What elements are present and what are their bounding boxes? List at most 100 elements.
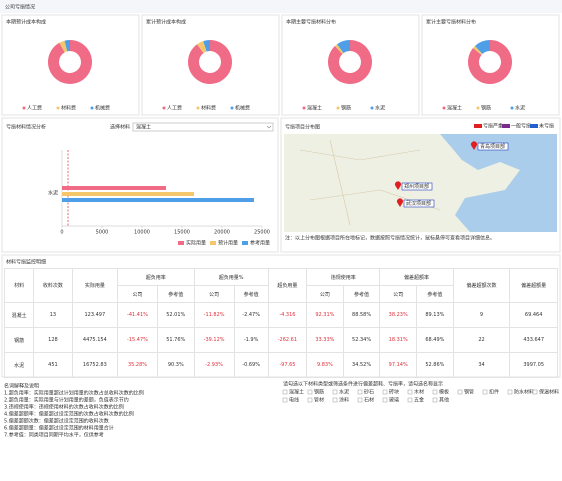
- checkbox-label: 保温材料: [539, 389, 559, 396]
- table-cell: -15.47%: [117, 327, 158, 353]
- map-legend-swatch: [502, 124, 510, 128]
- legend-swatch: [370, 106, 374, 110]
- table-cell: 水泥: [3, 352, 35, 378]
- filter-title: 请勾选以下材料类型或筛选条件进行偏差超耗、亏损率，请勾选名称显示: [283, 381, 443, 388]
- analysis-title: 亏损材料情况分析: [6, 124, 46, 131]
- analysis-panel: [1, 117, 279, 253]
- bar: [62, 186, 166, 190]
- checkbox-label: 电线: [289, 397, 299, 404]
- note-line: 2.超负用量：实际用量与计划用量的差额，负值表示节约: [4, 397, 129, 404]
- checkbox-label: 混凝土: [289, 389, 304, 396]
- table-cell: 9.83%: [306, 352, 344, 378]
- legend-swatch: [442, 106, 446, 110]
- table-cell: 13: [33, 302, 73, 328]
- table-cell: 38.23%: [379, 302, 418, 328]
- column-group: 偏差超额率: [379, 268, 454, 286]
- checkbox[interactable]: [282, 389, 288, 395]
- map-legend-swatch: [474, 124, 482, 128]
- notes-title: 名词解释及说明: [4, 383, 39, 390]
- checkbox[interactable]: [482, 389, 488, 395]
- x-tick-label: 25000: [254, 230, 270, 236]
- panel: [421, 14, 560, 116]
- checkbox-label: 钢管: [464, 389, 474, 396]
- table-cell: 69.464: [509, 302, 558, 328]
- table-cell: 52.01%: [156, 302, 195, 328]
- table-cell: 128: [33, 327, 73, 353]
- table-row: 混凝土 13 123.497 -41.41% 52.01% -11.82% -2.47% -4…: [3, 302, 558, 328]
- table-cell: -262.61: [267, 327, 308, 353]
- marker-label-box: [403, 199, 435, 208]
- checkbox[interactable]: [357, 397, 363, 403]
- donut-slice: [468, 40, 513, 84]
- column-sub: 参考值: [342, 285, 381, 303]
- checkbox-label: 石材: [364, 397, 374, 404]
- column-sub: 公司: [117, 285, 158, 303]
- column-sub: 公司: [306, 285, 344, 303]
- checkbox-label: 砖块: [389, 389, 399, 396]
- checkbox-label: 涂料: [339, 397, 349, 404]
- map-legend-label: 未亏损: [539, 123, 554, 130]
- checkbox[interactable]: [432, 389, 438, 395]
- legend-swatch: [476, 106, 480, 110]
- map-legend-swatch: [530, 124, 538, 128]
- table-cell: 52.34%: [342, 327, 381, 353]
- header-row: 材料 收料次数 实际用量 超负用率 超负用量% 超负用量 违规使用率 偏差超额率 偏差超额次数偏…: [3, 268, 558, 303]
- checkbox[interactable]: [382, 389, 388, 395]
- x-tick-label: 15000: [174, 230, 190, 236]
- column-sub: 参考值: [156, 285, 195, 303]
- checkbox[interactable]: [382, 397, 388, 403]
- table-cell: -0.69%: [233, 352, 269, 378]
- column-header: 超负用量: [267, 268, 308, 303]
- legend-label: 水泥: [375, 105, 385, 112]
- table-cell: 4475.154: [71, 327, 119, 353]
- panel-title: 累计预计成本构成: [146, 19, 186, 26]
- select-value: 混凝土: [136, 124, 151, 131]
- header-bar: [0, 0, 562, 13]
- table-cell: 88.58%: [342, 302, 381, 328]
- checkbox[interactable]: [457, 389, 463, 395]
- checkbox[interactable]: [507, 389, 513, 395]
- table-cell: 97.14%: [379, 352, 418, 378]
- bar: [62, 198, 254, 202]
- legend-swatch: [242, 241, 248, 245]
- note-line: 4.偏差超额率：偏差超过设定范围的次数占收料次数的比例: [4, 411, 134, 418]
- checkbox-label: 五金: [414, 397, 424, 404]
- table-cell: -11.82%: [193, 302, 235, 328]
- table-cell: 混凝土: [3, 302, 35, 328]
- checkbox[interactable]: [332, 397, 338, 403]
- checkbox[interactable]: [407, 397, 413, 403]
- map-title: 亏损项目分布图: [285, 124, 320, 131]
- checkbox-label: 水泥: [339, 389, 349, 396]
- checkbox-label: 模板: [439, 389, 449, 396]
- checkbox[interactable]: [432, 397, 438, 403]
- legend-label: 实际用量: [186, 240, 206, 247]
- legend-label: 混凝土: [307, 105, 322, 112]
- legend-swatch: [162, 106, 166, 110]
- checkbox[interactable]: [357, 389, 363, 395]
- donut-slice: [334, 44, 344, 54]
- legend-label: 机械费: [235, 105, 250, 112]
- table-cell: 34.52%: [342, 352, 381, 378]
- legend-label: 水泥: [515, 105, 525, 112]
- checkbox[interactable]: [282, 397, 288, 403]
- map-note: 注：以上分布图根据项目所在地标记，数据按照亏损情况统计，鼠标悬停可查看项目详细信…: [285, 235, 495, 242]
- checkbox[interactable]: [407, 389, 413, 395]
- donut-slice: [327, 40, 372, 84]
- legend-swatch: [336, 106, 340, 110]
- table-cell: 52.86%: [416, 352, 454, 378]
- x-tick-label: 0: [60, 230, 63, 236]
- checkbox[interactable]: [307, 397, 313, 403]
- table-cell: 90.3%: [156, 352, 195, 378]
- marker-label: 武汉项目部: [406, 200, 431, 207]
- select-box[interactable]: [132, 122, 274, 132]
- x-tick-label: 5000: [96, 230, 109, 236]
- checkbox[interactable]: [532, 389, 538, 395]
- checkbox[interactable]: [332, 389, 338, 395]
- marker-label: 青岛项目部: [480, 143, 505, 150]
- marker-label: 郑州项目部: [404, 183, 429, 190]
- map-panel: [280, 117, 561, 253]
- checkbox[interactable]: [307, 389, 313, 395]
- donut-slice: [197, 41, 207, 54]
